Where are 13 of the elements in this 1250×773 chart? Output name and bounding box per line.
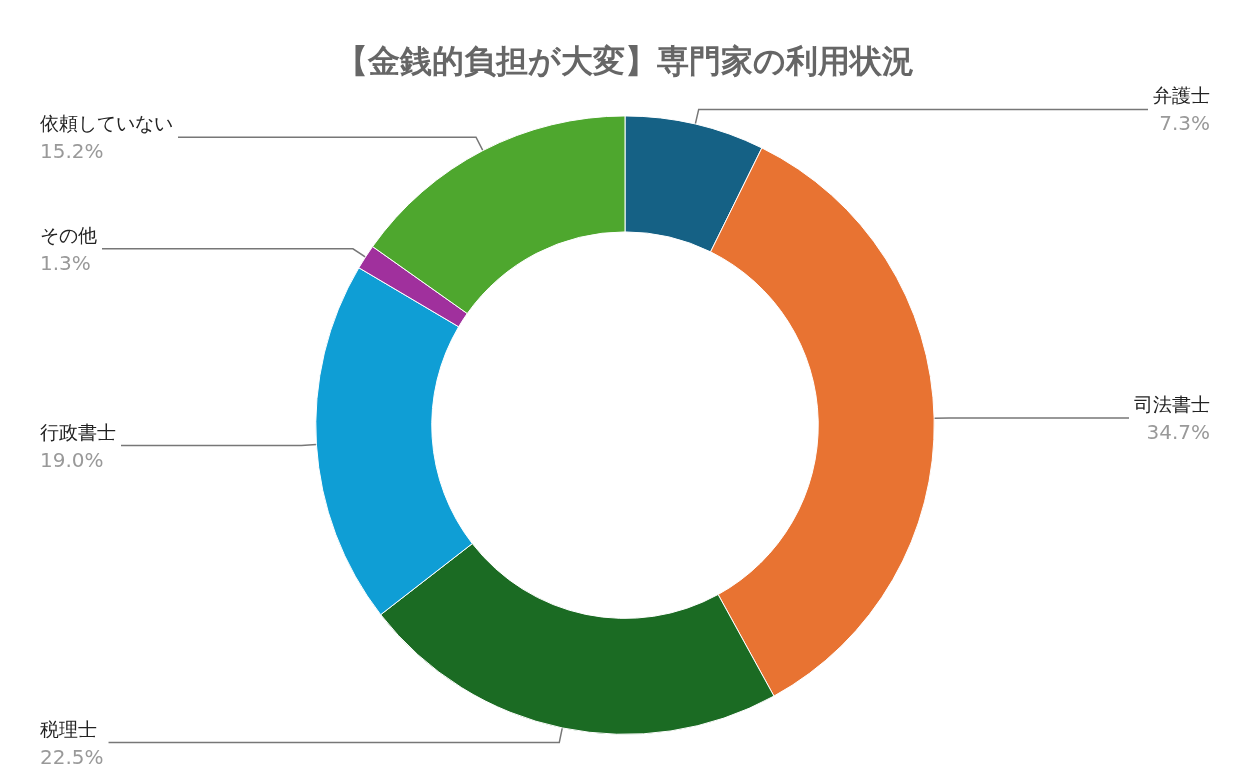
slice-label: その他 (40, 223, 97, 246)
slice-label: 弁護士 (1153, 84, 1210, 107)
slice-label: 税理士 (40, 717, 97, 740)
slice-label: 司法書士 (1134, 393, 1210, 416)
slice-label: 行政書士 (40, 420, 116, 443)
data-label: 22.5% (40, 744, 104, 769)
data-label: 15.2% (40, 139, 104, 164)
data-label: 19.0% (40, 447, 104, 472)
data-label: 34.7% (1146, 420, 1210, 445)
data-label: 1.3% (40, 250, 91, 275)
chart-title: 【金銭的負担が大変】専門家の利用状況 (336, 42, 914, 80)
slice-label: 依頼していない (40, 112, 173, 135)
data-label: 7.3% (1159, 111, 1210, 136)
